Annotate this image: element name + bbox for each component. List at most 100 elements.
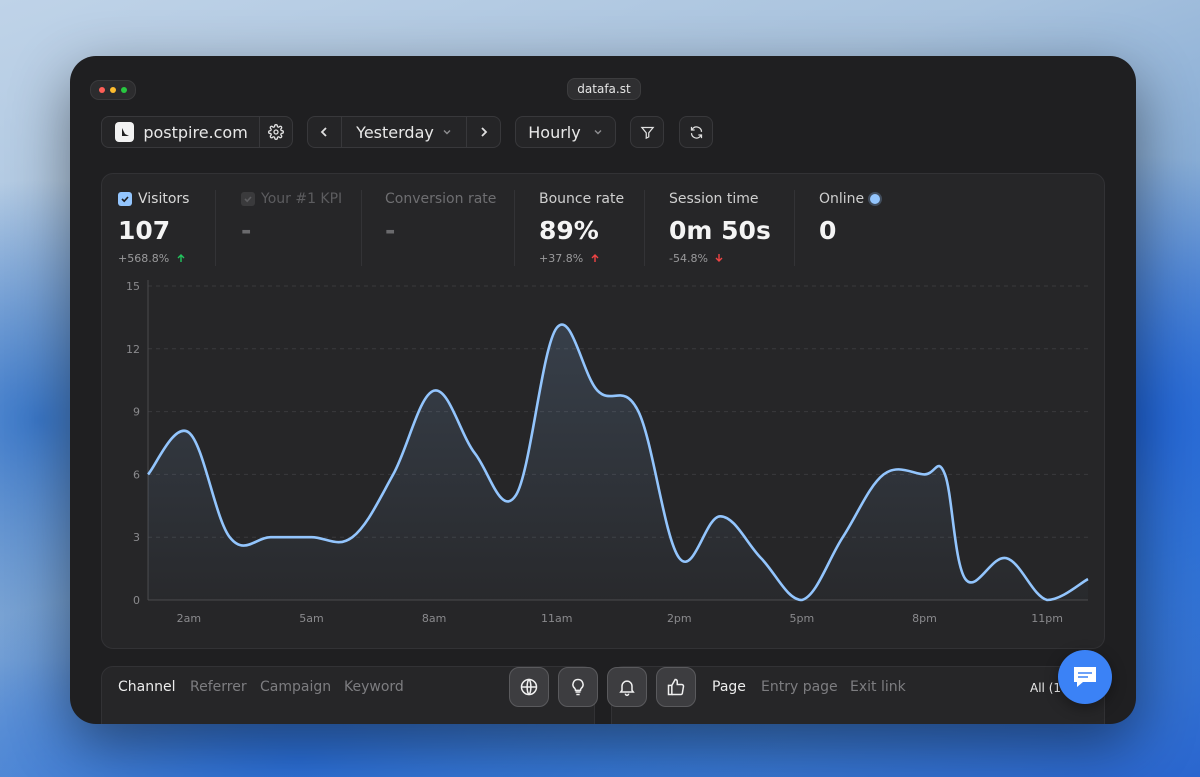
feedback-button[interactable] <box>656 667 696 707</box>
site-selector[interactable]: postpire.com <box>101 116 293 148</box>
chat-widget-button[interactable] <box>1058 650 1112 704</box>
tab-page[interactable]: Page <box>712 679 746 695</box>
site-settings-button[interactable] <box>260 116 292 148</box>
metric-divider <box>215 190 216 266</box>
data-point[interactable] <box>796 594 808 606</box>
chevron-down-icon <box>594 130 602 135</box>
x-tick-label: 2am <box>177 612 201 625</box>
data-point[interactable] <box>1041 594 1053 606</box>
data-point[interactable] <box>387 468 399 480</box>
metric-label: Your #1 KPI <box>261 191 343 207</box>
y-tick-label: 12 <box>126 343 140 356</box>
notifications-button[interactable] <box>607 667 647 707</box>
globe-button[interactable] <box>509 667 549 707</box>
insights-button[interactable] <box>558 667 598 707</box>
thumbs-up-icon <box>667 678 685 696</box>
pages-filter-dropdown[interactable]: All (1 <box>1030 681 1062 695</box>
data-point[interactable] <box>878 468 890 480</box>
data-point[interactable] <box>469 447 481 459</box>
metric-online[interactable]: Online 0 <box>819 174 899 268</box>
data-point[interactable] <box>632 406 644 418</box>
metric-divider <box>514 190 515 266</box>
analytics-panel: Visitors 107 +568.8% Your #1 KPI - Conve… <box>101 173 1105 649</box>
chevron-left-icon <box>321 127 328 137</box>
divider <box>340 116 342 148</box>
metric-divider <box>644 190 645 266</box>
metric-change-text: +568.8% <box>118 252 170 265</box>
data-point[interactable] <box>305 531 317 543</box>
url-pill[interactable]: datafa.st <box>567 78 641 100</box>
visitors-chart[interactable]: 0 3 6 9 12 15 2am 5am 8am 11am 2pm 5pm 8pm 11pm <box>102 274 1106 634</box>
metric-value: - <box>385 216 396 245</box>
metric-label: Bounce rate <box>539 191 625 207</box>
arrow-up-icon <box>591 254 599 262</box>
online-indicator-icon <box>870 194 881 204</box>
metric-label: Online <box>819 191 865 207</box>
minimize-dot[interactable] <box>110 87 116 93</box>
metric-label: Visitors <box>138 191 190 207</box>
metric-conversion-rate[interactable]: Conversion rate - <box>385 174 505 268</box>
data-point[interactable] <box>1082 573 1094 585</box>
arrow-up-icon <box>177 254 185 262</box>
data-point[interactable] <box>183 427 195 439</box>
gear-icon <box>268 124 284 140</box>
site-name: postpire.com <box>143 122 248 142</box>
data-point[interactable] <box>510 489 522 501</box>
data-point[interactable] <box>714 510 726 522</box>
tab-referrer[interactable]: Referrer <box>190 679 247 695</box>
y-tick-label: 9 <box>133 406 140 419</box>
previous-period-button[interactable] <box>308 116 341 148</box>
metric-change: +568.8% <box>118 252 186 265</box>
site-logo-icon <box>115 122 135 142</box>
data-point[interactable] <box>551 322 563 334</box>
divider <box>466 116 468 148</box>
data-point[interactable] <box>142 468 154 480</box>
tab-exit-link[interactable]: Exit link <box>850 679 906 695</box>
close-dot[interactable] <box>99 87 105 93</box>
data-point[interactable] <box>428 385 440 397</box>
chevron-down-icon <box>443 130 451 135</box>
data-point[interactable] <box>346 531 358 543</box>
x-tick-label: 8am <box>422 612 446 625</box>
check-icon <box>244 196 252 203</box>
data-point[interactable] <box>959 573 971 585</box>
data-point[interactable] <box>265 531 277 543</box>
data-point[interactable] <box>592 385 604 397</box>
metric-value: 89% <box>539 216 599 245</box>
metric-value: 0m 50s <box>669 216 771 245</box>
data-point[interactable] <box>837 531 849 543</box>
data-point[interactable] <box>755 552 767 564</box>
x-tick-label: 5pm <box>790 612 815 625</box>
metric-change-text: +37.8% <box>539 252 584 265</box>
y-tick-label: 6 <box>133 468 140 481</box>
visitors-checkbox[interactable] <box>118 192 132 206</box>
metric-visitors[interactable]: Visitors 107 +568.8% <box>118 174 208 268</box>
next-period-button[interactable] <box>467 116 500 148</box>
metric-bounce-rate[interactable]: Bounce rate 89% +37.8% <box>539 174 639 268</box>
data-point[interactable] <box>939 468 951 480</box>
bell-icon <box>619 680 635 697</box>
x-tick-label: 8pm <box>912 612 937 625</box>
data-point[interactable] <box>224 531 236 543</box>
data-point[interactable] <box>673 552 685 564</box>
data-point[interactable] <box>1000 552 1012 564</box>
kpi-checkbox[interactable] <box>241 192 255 206</box>
window-controls[interactable] <box>90 80 136 100</box>
metric-kpi[interactable]: Your #1 KPI - <box>241 174 351 268</box>
metric-label: Conversion rate <box>385 191 497 207</box>
date-range-dropdown[interactable]: Yesterday <box>342 123 466 142</box>
tab-entry-page[interactable]: Entry page <box>761 679 838 695</box>
granularity-dropdown[interactable]: Hourly <box>515 116 616 148</box>
maximize-dot[interactable] <box>121 87 127 93</box>
filter-button[interactable] <box>630 116 664 148</box>
tab-keyword[interactable]: Keyword <box>344 679 404 695</box>
data-point[interactable] <box>919 468 931 480</box>
metric-value: 107 <box>118 216 171 245</box>
arrow-down-icon <box>715 254 723 262</box>
refresh-button[interactable] <box>679 116 713 148</box>
tab-channel[interactable]: Channel <box>118 679 176 695</box>
x-tick-label: 11pm <box>1031 612 1063 625</box>
metric-session-time[interactable]: Session time 0m 50s -54.8% <box>669 174 779 268</box>
tab-campaign[interactable]: Campaign <box>260 679 332 695</box>
visitors-line <box>146 323 1089 602</box>
